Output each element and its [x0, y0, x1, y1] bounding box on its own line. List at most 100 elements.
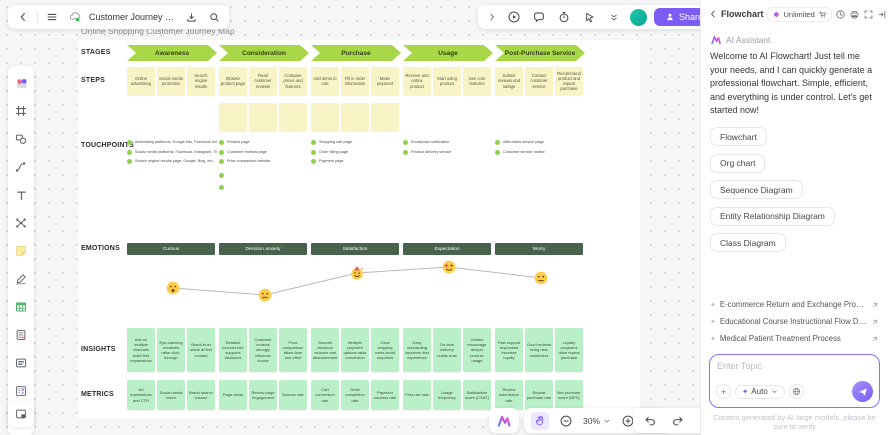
touchpoint-item[interactable]: Shopping cart page [311, 140, 403, 145]
menu-icon[interactable] [43, 8, 61, 26]
metric-note[interactable]: Repeat purchase rate [525, 380, 553, 410]
metric-note[interactable]: Brand search volume [187, 380, 215, 410]
fullscreen-icon[interactable] [863, 8, 874, 21]
mindmap-icon[interactable] [12, 214, 30, 232]
undo-icon[interactable] [641, 412, 659, 430]
step-note-empty[interactable] [371, 103, 399, 131]
share-button[interactable]: Share [654, 8, 715, 26]
party-face-emoji[interactable] [350, 266, 364, 280]
collapse-chevrons-icon[interactable] [605, 8, 623, 26]
suggestion-item[interactable]: ✦ Educational Course Instructional Flow … [710, 313, 879, 330]
emotion-bar[interactable]: Decision anxiety [219, 243, 307, 255]
stage-arrow[interactable]: Post-Purchase Service [495, 45, 585, 61]
quick-button-org-chart[interactable]: Org chart [710, 153, 766, 173]
export-icon[interactable] [182, 8, 200, 26]
step-note[interactable]: Receive and unbox product [403, 67, 431, 95]
expand-toolbar-icon[interactable] [486, 8, 498, 26]
timer-icon[interactable] [555, 8, 573, 26]
insight-note[interactable]: Eye-catching creatives raise click-throu… [157, 328, 185, 372]
touchpoint-item[interactable]: After-sales service page [495, 140, 587, 145]
pan-hand-tool[interactable] [531, 411, 549, 430]
step-note[interactable]: Use core features [463, 67, 491, 95]
text-tool-icon[interactable] [12, 186, 30, 204]
step-note-empty[interactable] [311, 103, 339, 131]
step-note[interactable]: Online advertising [127, 67, 155, 95]
touchpoint-item[interactable]: Advertising platforms: Google Ads, Faceb… [127, 140, 219, 145]
metric-note[interactable]: Social media reach [157, 380, 185, 410]
attach-plus-button[interactable]: + [716, 384, 731, 399]
step-note[interactable]: Submit reviews and ratings [495, 67, 523, 95]
quick-button-sequence-diagram[interactable]: Sequence Diagram [710, 180, 803, 199]
emotion-bar[interactable]: Curious [127, 243, 215, 255]
connector-icon[interactable] [12, 158, 30, 176]
shapes-icon[interactable] [12, 130, 30, 148]
touchpoint-item[interactable]: Customer reviews page [219, 149, 311, 155]
send-button[interactable] [852, 381, 873, 402]
touchpoint-item[interactable]: Payment page [311, 159, 403, 164]
sticky-note-icon[interactable] [12, 242, 30, 260]
step-note[interactable]: Read customer reviews [249, 67, 277, 95]
touchpoint-item[interactable]: Order filling page [311, 149, 403, 155]
stage-arrow[interactable]: Purchase [311, 45, 401, 61]
panel-back-icon[interactable] [708, 8, 718, 21]
metric-note[interactable]: Review submission rate [495, 380, 523, 410]
touchpoint-item[interactable]: Social media platforms: Facebook, Instag… [127, 149, 219, 155]
suggestion-item[interactable]: ✦ Medical Patient Treatment Process [710, 330, 879, 347]
stage-arrow[interactable]: Consideration [219, 45, 309, 61]
user-avatar[interactable] [630, 8, 647, 26]
table-icon[interactable] [12, 298, 30, 316]
step-note[interactable]: Recommend product and repeat purchase [555, 67, 583, 95]
document-icon[interactable] [12, 326, 30, 344]
step-note[interactable]: Start using product [433, 67, 461, 95]
metric-note[interactable]: Payment success rate [371, 380, 399, 410]
emotion-bar[interactable]: Worry [495, 243, 583, 255]
metric-note[interactable]: Net promoter score (NPS) [555, 380, 583, 410]
search-icon[interactable] [205, 8, 223, 26]
step-note[interactable]: Contact customer service [525, 67, 553, 95]
metric-note[interactable]: Review page engagement [249, 380, 277, 410]
metric-note[interactable]: Ad impressions and CTR [127, 380, 155, 410]
pointer-icon[interactable] [580, 8, 598, 26]
quick-button-er-diagram[interactable]: Entity Relationship Diagram [710, 206, 835, 226]
quick-button-class-diagram[interactable]: Class Diagram [710, 233, 786, 252]
touchpoint-item-empty[interactable] [219, 185, 311, 190]
metric-note[interactable]: Order completion rate [341, 380, 369, 410]
insight-note[interactable]: Price comparison takes time and effort [279, 328, 307, 372]
comment-icon[interactable] [530, 8, 548, 26]
step-note[interactable]: Fill in order information [341, 67, 369, 95]
insight-note[interactable]: Easy onboarding improves first experienc… [403, 328, 431, 372]
topic-input[interactable] [717, 361, 872, 381]
insight-note[interactable]: Guides encourage deeper product usage [463, 328, 491, 372]
back-button[interactable] [14, 8, 32, 26]
touchpoint-item[interactable]: Price comparison website [219, 159, 311, 164]
curious-face-emoji[interactable] [166, 281, 180, 295]
step-note[interactable]: Add items to cart [311, 67, 339, 95]
step-note[interactable]: Compare prices and features [279, 67, 307, 95]
frame-icon[interactable] [12, 102, 30, 120]
print-icon[interactable] [849, 8, 860, 21]
insight-note[interactable]: Ads on multiple channels build first imp… [127, 328, 155, 372]
step-note-empty[interactable] [249, 103, 277, 131]
step-note[interactable]: Make payment [371, 67, 399, 95]
diagram-canvas[interactable]: Online Shopping Customer Journey Map STA… [0, 0, 773, 435]
touchpoint-item[interactable]: Email/push notification [403, 140, 495, 145]
insight-note[interactable]: Detailed product info supports decisions [219, 328, 247, 372]
neutral-face-emoji[interactable] [534, 271, 548, 285]
zoom-level-dropdown[interactable]: 30% [583, 416, 611, 426]
emotion-bar[interactable]: Expectation [403, 243, 491, 255]
ai-assistant-button[interactable] [489, 408, 519, 433]
insight-note[interactable]: Clear shipping costs avoid surprises [371, 328, 399, 372]
insight-note[interactable]: Good reviews bring new customers [525, 328, 553, 372]
redo-icon[interactable] [669, 412, 687, 430]
step-note[interactable]: Browse product page [219, 67, 247, 95]
step-note-empty[interactable] [279, 103, 307, 131]
insight-note[interactable]: Customer reviews strongly influence choi… [249, 328, 277, 372]
pen-icon[interactable] [12, 270, 30, 288]
star-struck-face-emoji[interactable] [442, 260, 456, 274]
insight-note[interactable]: Loyalty programs drive repeat purchase [555, 328, 583, 372]
step-note-empty[interactable] [219, 103, 247, 131]
zoom-in-icon[interactable] [619, 412, 637, 430]
screenshot-button[interactable] [8, 401, 34, 427]
insight-note[interactable]: Fast support responses increase loyalty [495, 328, 523, 372]
document-title[interactable]: Customer Journey Map: ... [89, 12, 177, 22]
